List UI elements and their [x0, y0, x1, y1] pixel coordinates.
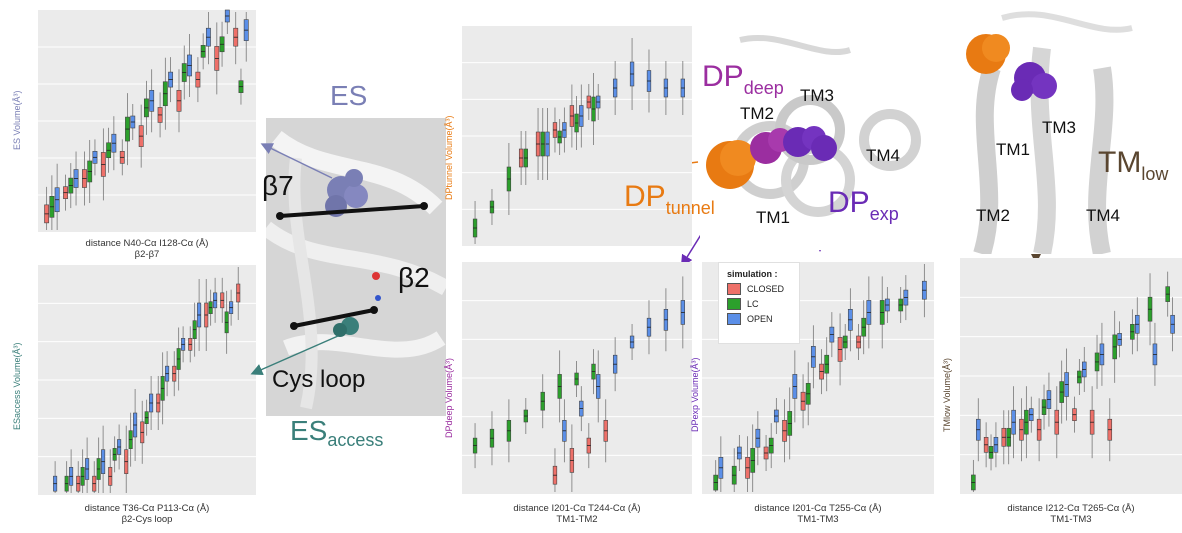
label-tm4-right: TM4 [1086, 206, 1120, 225]
es-boxplot [38, 9, 256, 230]
label-beta7: β7 [262, 170, 294, 201]
label-tm1: TM1 [756, 208, 790, 227]
dp-deep-boxplot [462, 276, 692, 492]
y-axis-label: DPexp Volume(Å³) [690, 357, 700, 432]
label-dp-exp: DPexp [828, 186, 899, 224]
label-tm3-right: TM3 [1042, 118, 1076, 137]
label-cys-loop: Cys loop [272, 366, 366, 393]
label-dp-tunnel: DPtunnel [624, 180, 715, 218]
label-tm2: TM2 [740, 104, 774, 123]
label-beta2: β2 [398, 262, 430, 293]
legend-title: simulation : [727, 269, 778, 279]
legend: simulation : CLOSED LC OPEN [718, 262, 800, 344]
tm-low-boxplot [960, 271, 1182, 492]
y-axis-label: DPdeep Volume(Å³) [444, 357, 454, 438]
label-tm3: TM3 [800, 86, 834, 105]
legend-item-closed: CLOSED [727, 283, 791, 295]
y-axis-label: DPtunnel Volume(Å³) [444, 115, 454, 200]
label-es: ES [330, 80, 368, 111]
label-tm1-right: TM1 [996, 140, 1030, 159]
protein-structure-es [266, 118, 446, 416]
es-access-boxplot [38, 267, 256, 493]
y-axis-label: TMlow Volume(Å³) [942, 357, 952, 432]
label-tm-low: TMlow [1098, 146, 1169, 184]
dp-exp-boxplot [702, 264, 934, 492]
x-axis-label: distance N40-Cα I128-Cα (Å) β2-β7 [85, 238, 209, 260]
protein-structure-dp [700, 30, 940, 250]
beta-sheet-drawing [266, 130, 446, 410]
helix-side-drawing [966, 11, 1133, 254]
legend-item-lc: LC [727, 298, 791, 310]
x-axis-label: distance I201-Cα T244-Cα (Å) TM1-TM2 [513, 503, 641, 525]
label-tm2-right: TM2 [976, 206, 1010, 225]
x-axis-label: distance T36-Cα P113-Cα (Å) β2-Cys loop [84, 503, 210, 525]
x-axis-label: distance I201-Cα T255-Cα (Å) TM1-TM3 [754, 503, 882, 525]
dp-tunnel-boxplot [462, 38, 692, 244]
x-axis-label: distance I212-Cα T265-Cα (Å) TM1-TM3 [1007, 503, 1135, 525]
label-dp-deep: DPdeep [702, 60, 784, 98]
helix-bundle-drawing [706, 34, 921, 217]
label-tm4: TM4 [866, 146, 900, 165]
legend-item-open: OPEN [727, 313, 791, 325]
label-es-access: ESaccess [290, 415, 384, 450]
protein-structure-tm [962, 8, 1172, 254]
